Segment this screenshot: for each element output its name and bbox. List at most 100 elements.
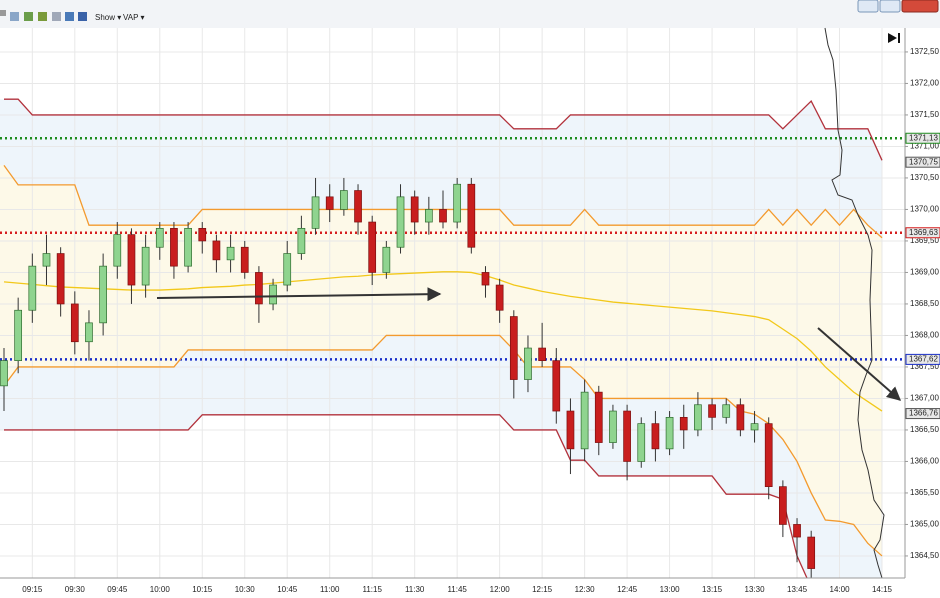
x-tick-label: 13:45 xyxy=(787,585,808,594)
tool-icon[interactable] xyxy=(65,12,74,21)
candle-body xyxy=(311,196,320,229)
candle-body xyxy=(552,360,561,412)
candle-body xyxy=(0,360,8,387)
tool-icon[interactable] xyxy=(78,12,87,21)
candle-body xyxy=(708,404,716,418)
candle-body xyxy=(509,316,518,380)
candle-body xyxy=(240,246,249,273)
price-label-box xyxy=(905,227,940,239)
price-label: 1369,63 xyxy=(909,228,938,237)
candle-body xyxy=(70,303,79,343)
candle-body xyxy=(750,423,759,431)
candle-body xyxy=(340,190,348,210)
x-tick-label: 11:45 xyxy=(447,585,467,594)
tool-icon[interactable] xyxy=(52,12,61,21)
x-tick-label: 13:00 xyxy=(660,585,681,594)
x-tick-label: 10:45 xyxy=(277,585,298,594)
y-tick-label: 1367,50 xyxy=(910,362,939,371)
x-tick-label: 14:15 xyxy=(872,585,893,594)
x-tick-label: 10:30 xyxy=(235,585,256,594)
x-tick-label: 11:30 xyxy=(405,585,425,594)
y-tick-label: 1365,50 xyxy=(910,488,939,497)
candle-body xyxy=(113,234,122,267)
price-label-box xyxy=(905,156,940,168)
plot xyxy=(0,28,905,578)
x-tick-label: 13:30 xyxy=(745,585,766,594)
y-tick-label: 1366,00 xyxy=(910,457,939,466)
x-tick-label: 13:15 xyxy=(702,585,723,594)
candle-body xyxy=(396,196,405,248)
y-tick-label: 1372,50 xyxy=(910,47,939,56)
candle-body xyxy=(424,209,433,223)
candle-body xyxy=(594,391,603,443)
price-label: 1370,75 xyxy=(909,157,938,166)
candle-body xyxy=(354,190,362,223)
annotation-arrow xyxy=(156,287,442,302)
candle-body xyxy=(793,524,801,538)
candle-body xyxy=(651,423,660,450)
candle-body xyxy=(623,410,631,462)
price-label-box xyxy=(905,408,940,420)
show-menu[interactable]: Show ▾ xyxy=(95,13,121,22)
close-button[interactable] xyxy=(901,0,939,13)
y-tick-label: 1367,00 xyxy=(910,394,939,403)
candle-body xyxy=(609,410,617,443)
toolbar-bg xyxy=(0,0,940,28)
candle-body xyxy=(325,196,334,210)
band-line xyxy=(4,98,883,161)
y-tick-label: 1368,50 xyxy=(910,299,939,308)
volume-profile xyxy=(824,27,885,579)
tool-icon[interactable] xyxy=(0,10,6,16)
candle-body xyxy=(410,196,419,223)
x-tick-label: 12:45 xyxy=(617,585,638,594)
tool-icon[interactable] xyxy=(38,12,47,21)
candle-body xyxy=(566,410,575,450)
candle-body xyxy=(694,404,702,431)
band-line xyxy=(3,334,883,557)
candle-body xyxy=(439,209,447,223)
x-tick-label: 09:30 xyxy=(65,585,86,594)
candle-body xyxy=(382,246,391,273)
candle-body xyxy=(453,183,462,223)
candle-body xyxy=(255,272,263,305)
y-tick-label: 1371,50 xyxy=(910,110,939,119)
price-label: 1366,76 xyxy=(909,409,938,418)
price-label: 1367,62 xyxy=(909,354,938,363)
y-tick-label: 1364,50 xyxy=(910,551,939,560)
tool-icon[interactable] xyxy=(10,12,19,21)
x-tick-label: 10:15 xyxy=(192,585,213,594)
candle-body xyxy=(42,253,51,267)
candle-body xyxy=(99,265,107,324)
candle-body xyxy=(212,240,221,261)
candle-body xyxy=(467,183,476,248)
x-tick-label: 09:45 xyxy=(107,585,128,594)
y-tick-label: 1369,00 xyxy=(910,268,939,277)
y-tick-label: 1365,00 xyxy=(910,520,939,529)
scroll-end-icon[interactable] xyxy=(888,33,897,43)
x-tick-label: 12:30 xyxy=(575,585,596,594)
candle-body xyxy=(637,423,646,462)
band-fill xyxy=(0,165,882,556)
x-tick-label: 12:15 xyxy=(532,585,553,594)
scroll-end-icon[interactable] xyxy=(898,33,900,43)
candle-body xyxy=(283,253,292,286)
candle-body xyxy=(807,536,816,569)
candle-body xyxy=(56,253,65,305)
window-button[interactable] xyxy=(857,0,879,13)
candle-body xyxy=(722,404,731,418)
candle-body xyxy=(495,284,504,311)
candle-body xyxy=(198,227,207,242)
candle-body xyxy=(679,416,688,431)
candle-body xyxy=(481,272,490,286)
candle-body xyxy=(85,322,93,343)
vap-menu[interactable]: VAP ▾ xyxy=(123,13,145,22)
candle-body xyxy=(141,246,150,286)
candle-body xyxy=(580,391,589,450)
annotation-arrow xyxy=(817,327,902,401)
x-tick-label: 09:15 xyxy=(22,585,43,594)
x-tick-label: 10:00 xyxy=(150,585,171,594)
window-button[interactable] xyxy=(879,0,901,13)
tool-icon[interactable] xyxy=(24,12,33,21)
x-tick-label: 14:00 xyxy=(830,585,851,594)
